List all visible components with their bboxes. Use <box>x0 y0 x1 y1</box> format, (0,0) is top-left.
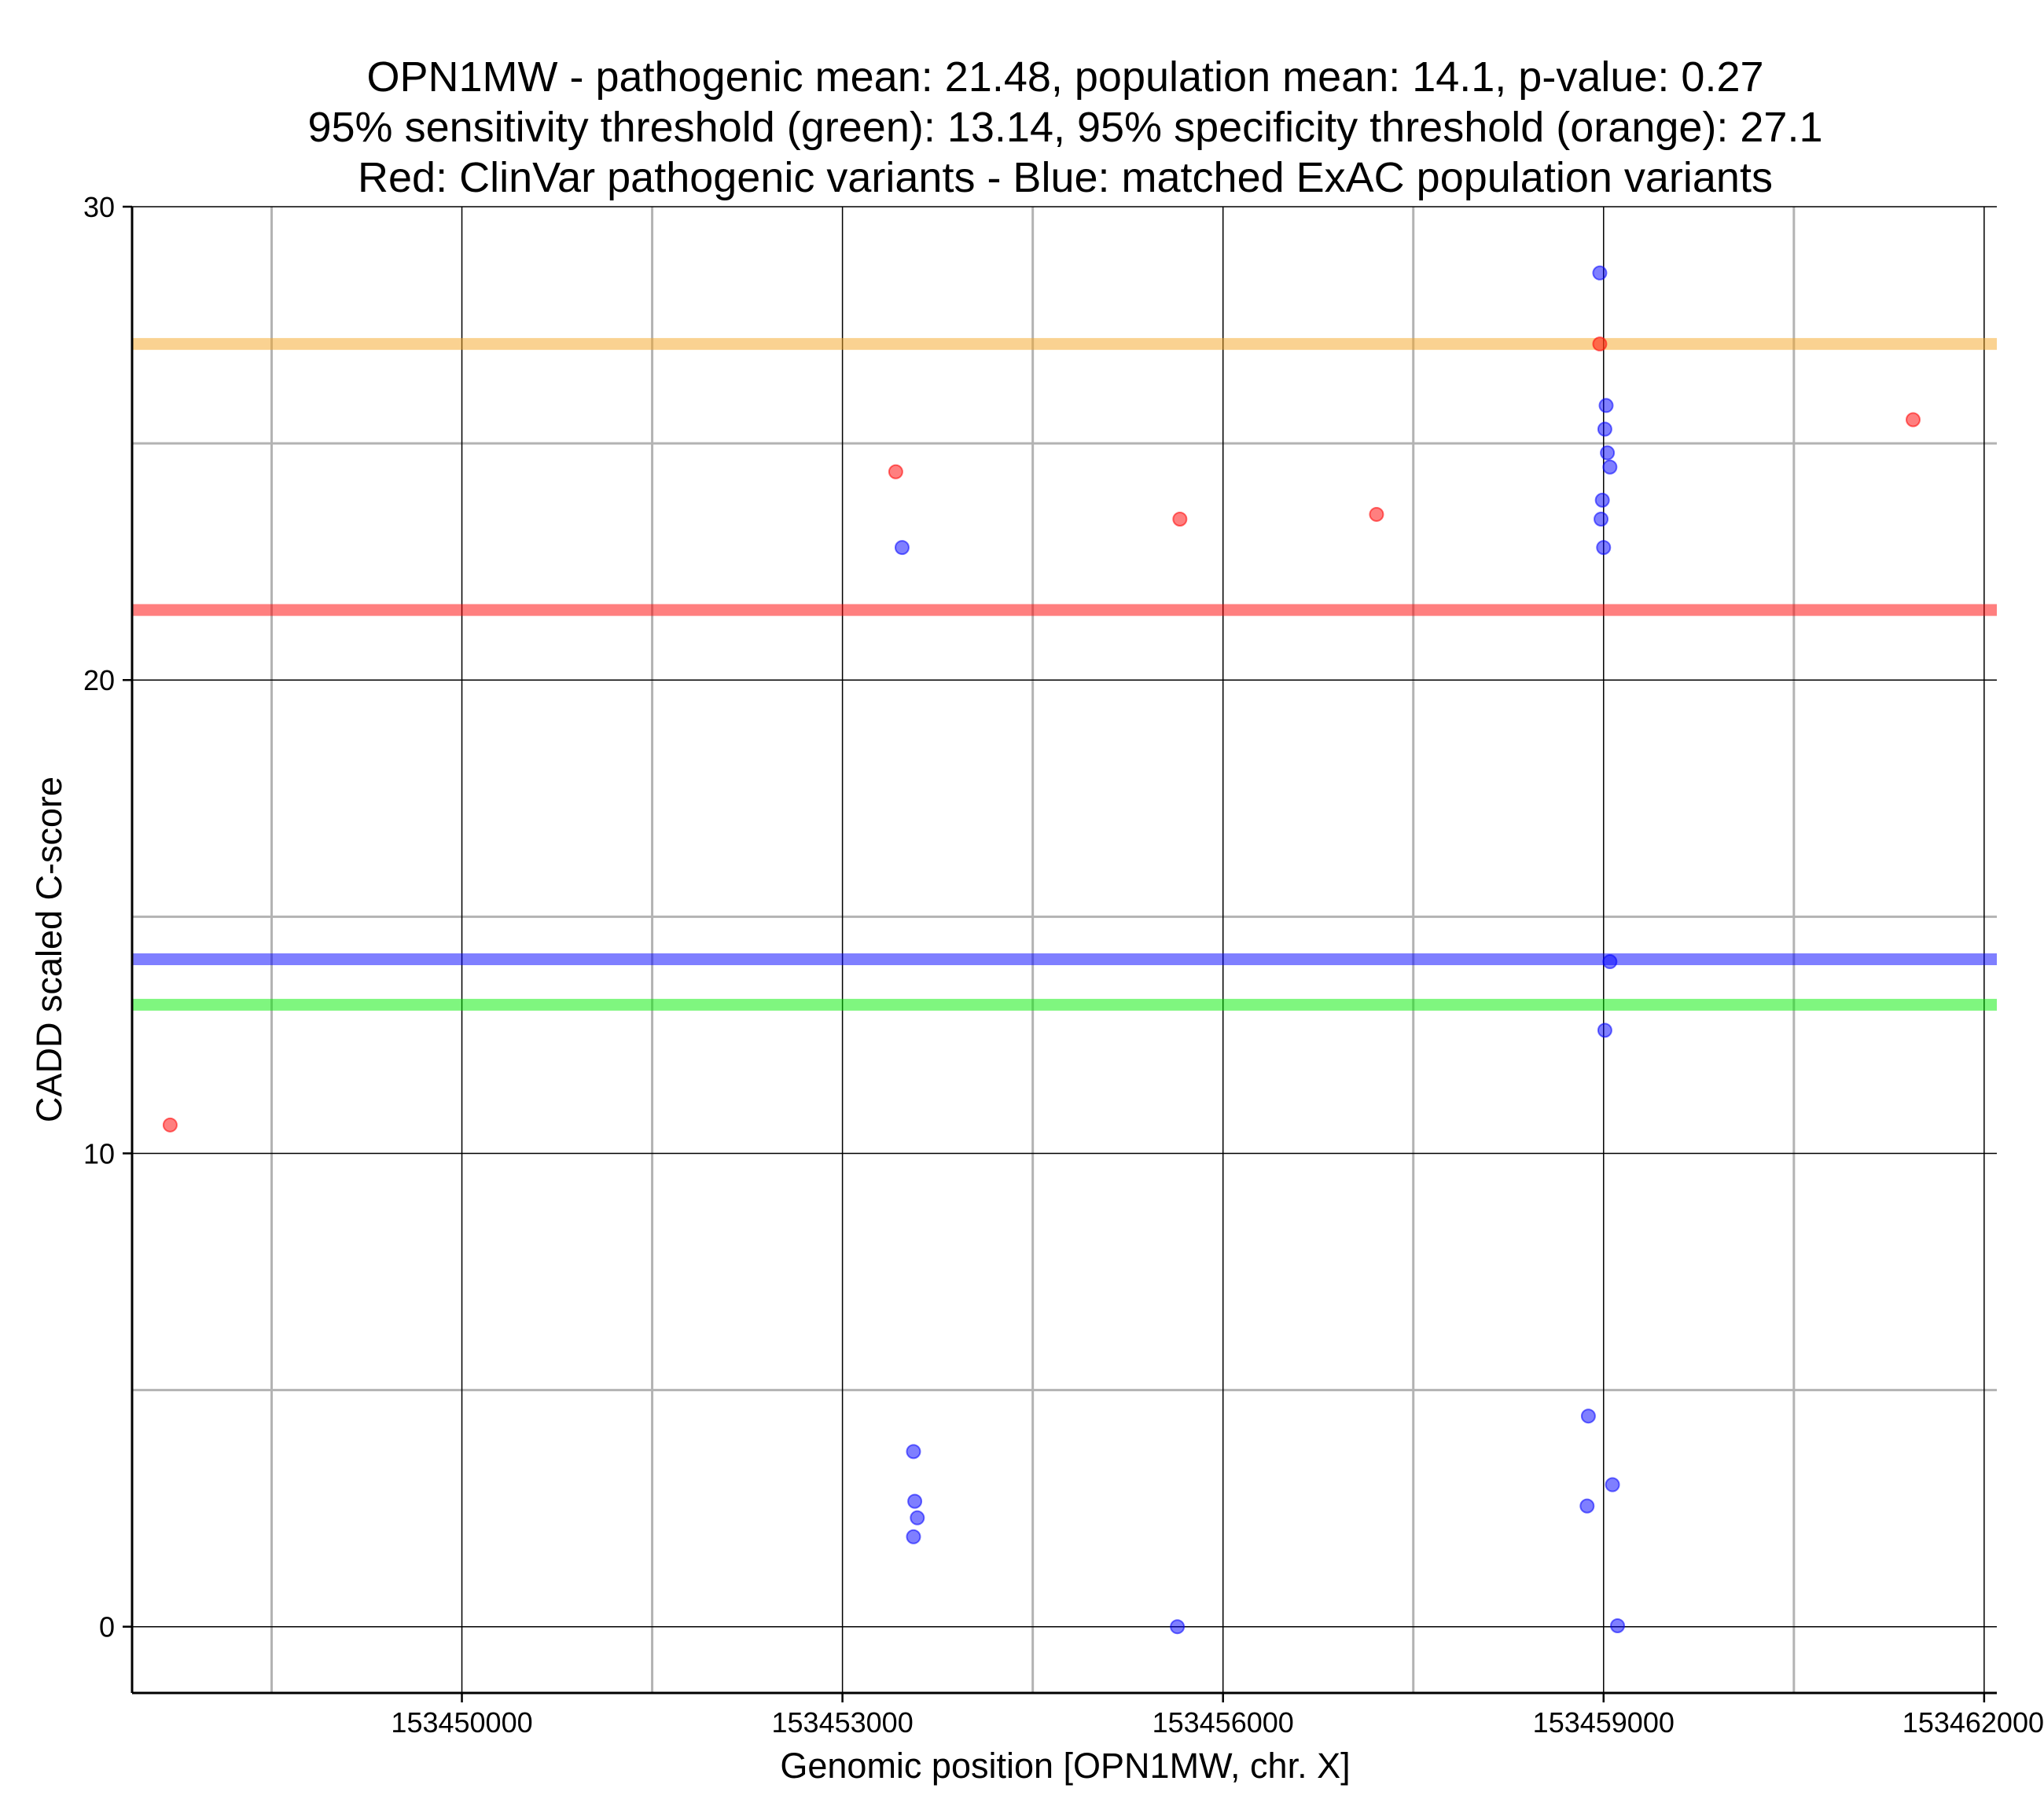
minor-gridlines <box>132 207 1997 1693</box>
x-tick-label: 153462000 <box>1902 1706 2044 1739</box>
y-tick-label: 10 <box>83 1137 115 1170</box>
pathogenic-point <box>162 1117 178 1133</box>
population-point <box>1580 1408 1596 1424</box>
population-point <box>907 1493 923 1509</box>
population-point <box>1602 954 1618 970</box>
y-tick-label: 0 <box>99 1611 115 1643</box>
chart-title: OPN1MW - pathogenic mean: 21.48, populat… <box>307 53 1822 201</box>
population-point <box>1594 511 1609 527</box>
pathogenic-point <box>888 464 903 479</box>
population-point <box>1592 265 1608 281</box>
population-point <box>894 540 910 556</box>
x-axis-label: Genomic position [OPN1MW, chr. X] <box>780 1746 1350 1786</box>
population-point <box>906 1529 921 1544</box>
population-point <box>1579 1498 1595 1514</box>
population-point <box>910 1510 925 1526</box>
population-point <box>1600 445 1616 461</box>
y-axis-label: CADD scaled C-score <box>29 777 69 1122</box>
population-point <box>1597 421 1612 437</box>
x-axis-ticks: 153450000 153453000 153456000 153459000 1534… <box>391 1693 2044 1739</box>
title-line-1: OPN1MW - pathogenic mean: 21.48, populat… <box>366 53 1763 101</box>
major-gridlines <box>132 206 1997 1693</box>
pathogenic-point <box>1369 506 1384 522</box>
population-point <box>1610 1618 1626 1633</box>
population-point <box>1598 398 1614 413</box>
reference-lines <box>132 338 1997 1011</box>
x-tick-label: 153450000 <box>391 1706 532 1739</box>
population-point <box>1594 492 1610 508</box>
y-tick-label: 20 <box>83 664 115 696</box>
population-point <box>1170 1619 1186 1635</box>
population-point <box>1602 459 1618 475</box>
pathogenic-point <box>1592 336 1608 352</box>
data-points <box>162 265 1921 1635</box>
title-line-2: 95% sensitivity threshold (green): 13.14… <box>307 104 1822 151</box>
axes <box>131 207 1997 1695</box>
population-point <box>1605 1477 1620 1493</box>
population-point <box>1596 540 1612 556</box>
title-line-3: Red: ClinVar pathogenic variants - Blue:… <box>358 154 1773 201</box>
x-tick-label: 153459000 <box>1533 1706 1675 1739</box>
pathogenic-point <box>1172 511 1188 527</box>
population-point <box>906 1444 921 1460</box>
population-point <box>1597 1023 1612 1038</box>
y-tick-label: 30 <box>83 191 115 223</box>
x-tick-label: 153453000 <box>772 1706 914 1739</box>
x-tick-label: 153456000 <box>1153 1706 1294 1739</box>
pathogenic-point <box>1906 412 1921 428</box>
y-axis-ticks: 0 10 20 30 <box>83 191 132 1643</box>
